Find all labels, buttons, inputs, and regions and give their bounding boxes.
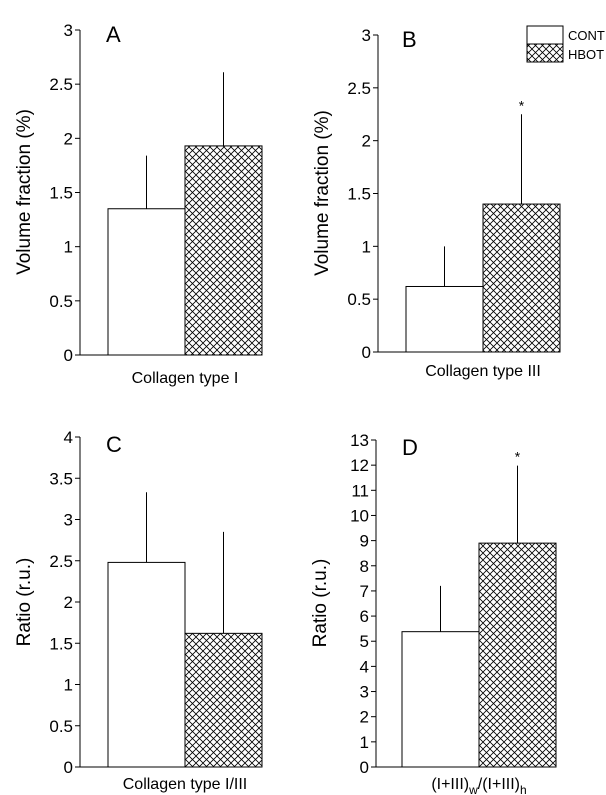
panel-d-ytick-label: 4 [360, 657, 369, 676]
panel-b-ytick-label: 3 [362, 26, 371, 45]
panel-c-bar-hbot [184, 632, 263, 768]
panel-d-ytick-label: 12 [350, 456, 369, 475]
panel-d-ytick-label: 3 [360, 683, 369, 702]
panel-b-letter: B [402, 27, 417, 52]
panel-d-ylabel: Ratio (r.u.) [310, 559, 331, 648]
panel-d-ytick-label: 0 [360, 758, 369, 777]
panel-a-ytick-label: 2 [64, 129, 73, 148]
panel-c-ytick-label: 2.5 [49, 552, 73, 571]
panel-d-xlabel-part: h [520, 783, 527, 795]
panel-a-ytick-label: 0 [64, 346, 73, 365]
panel-d-ytick-label: 7 [360, 582, 369, 601]
panel-b-ytick-label: 1 [362, 237, 371, 256]
panel-d-ytick-label: 6 [360, 607, 369, 626]
panel-d-xlabel: (I+III)w/(I+III)h [431, 776, 526, 795]
panel-d-ytick-label: 9 [360, 532, 369, 551]
panel-a-ytick-label: 1 [64, 238, 73, 257]
panel-d-significance-hbot: * [515, 449, 521, 465]
panel-c-ytick-label: 1 [64, 676, 73, 695]
panel-d-xlabel-part: (I+III) [431, 776, 469, 793]
panel-a-ytick-label: 3 [64, 21, 73, 40]
panel-d-ytick-label: 1 [360, 733, 369, 752]
legend-swatch-hbot [526, 43, 564, 63]
panel-c-bar-cont [107, 561, 186, 768]
panel-d-ytick-label: 13 [350, 431, 369, 450]
panel-b: 0 0.5 1 1.5 2 2.5 3 Volume fraction (%) B * Collag… [312, 26, 561, 380]
panel-b-significance-hbot: * [519, 97, 525, 113]
legend-label-cont: CONT [568, 28, 605, 43]
panel-b-ytick-label: 0 [362, 343, 371, 362]
panel-a-letter: A [106, 22, 121, 47]
panel-d-ytick-label: 8 [360, 557, 369, 576]
panel-d-ytick-label: 11 [351, 481, 369, 500]
panel-d-letter: D [402, 435, 418, 460]
panel-a-ytick-label: 1.5 [49, 184, 73, 203]
panel-a-ytick-label: 2.5 [49, 75, 73, 94]
panel-c-ytick-label: 0 [64, 758, 73, 777]
panel-d-bar-hbot [478, 542, 557, 768]
panel-d-ytick-label: 5 [360, 632, 369, 651]
panel-a-ytick-label: 0.5 [49, 292, 73, 311]
panel-c-ytick-label: 3 [64, 511, 73, 530]
panel-d-bar-cont [401, 631, 480, 768]
panel-c: 0 0.5 1 1.5 2 2.5 3 3.5 4 Ratio (r.u.) C Collagen t… [14, 428, 263, 793]
panel-b-ytick-label: 1.5 [347, 185, 371, 204]
panel-b-ytick-label: 2 [362, 132, 371, 151]
panel-c-ytick-label: 1.5 [49, 634, 73, 653]
panel-c-letter: C [106, 432, 122, 457]
panel-d-xlabel-part: w [468, 783, 478, 795]
panel-a-bar-cont [107, 208, 186, 356]
panel-d-xlabel-part: /(I+III) [478, 776, 520, 793]
panel-b-ytick-label: 2.5 [347, 79, 371, 98]
panel-b-bar-hbot [482, 203, 561, 353]
legend-swatch-cont [526, 25, 564, 45]
legend: CONT HBOT [526, 25, 605, 63]
panel-d-ytick-label: 10 [350, 506, 369, 525]
panel-a: 0 0.5 1 1.5 2 2.5 3 Volume fraction (%) A Collage… [14, 21, 263, 387]
panel-c-ytick-label: 4 [64, 428, 73, 447]
panel-b-xlabel: Collagen type III [425, 363, 541, 380]
panel-b-bar-cont [405, 285, 484, 353]
panel-d-ytick-label: 2 [360, 708, 369, 727]
panel-c-ytick-label: 0.5 [49, 717, 73, 736]
panel-c-ylabel: Ratio (r.u.) [14, 558, 35, 647]
panel-a-xlabel: Collagen type I [132, 370, 239, 387]
panel-c-ytick-label: 3.5 [49, 469, 73, 488]
legend-label-hbot: HBOT [568, 47, 604, 62]
panel-a-ylabel: Volume fraction (%) [14, 109, 35, 275]
panel-c-ytick-label: 2 [64, 593, 73, 612]
panel-a-bar-hbot [184, 145, 263, 356]
panel-c-xlabel: Collagen type I/III [123, 776, 248, 793]
panel-b-ytick-label: 0.5 [347, 290, 371, 309]
panel-b-ylabel: Volume fraction (%) [312, 110, 333, 276]
